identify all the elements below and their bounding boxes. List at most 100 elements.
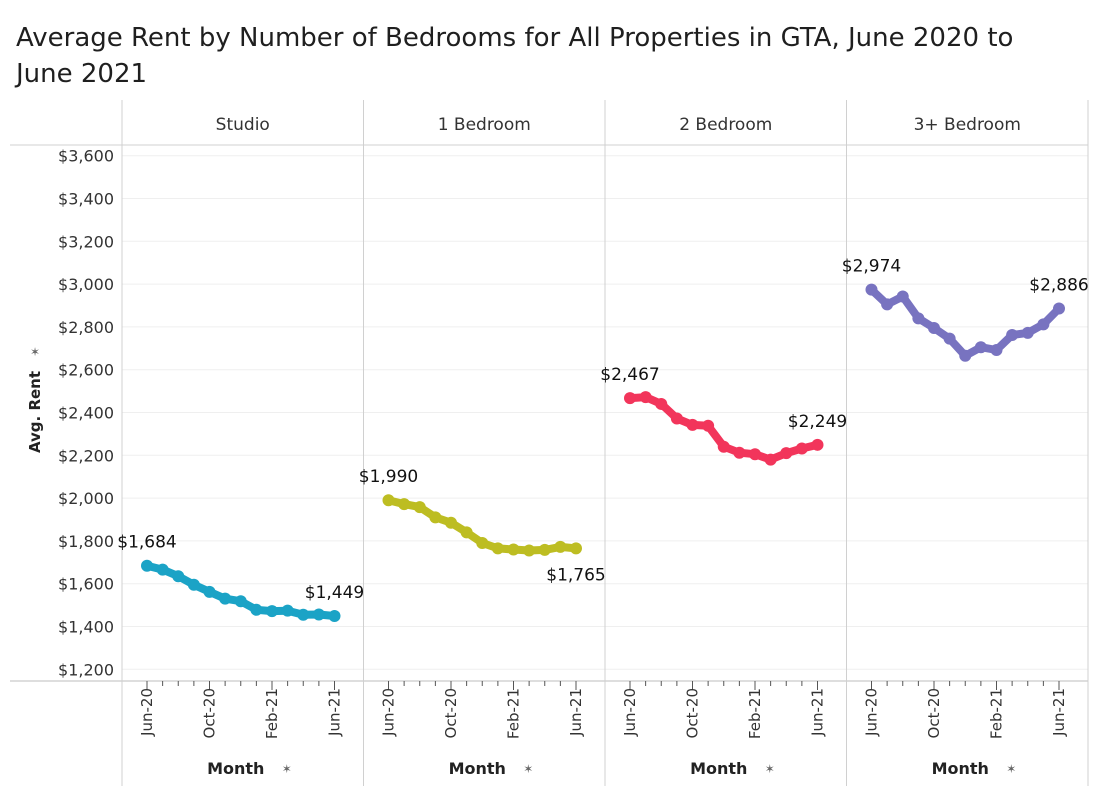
data-point (1037, 318, 1050, 331)
pin-icon: ✶ (523, 762, 533, 776)
data-point (1021, 326, 1034, 339)
data-point (312, 608, 325, 621)
data-point (141, 559, 153, 572)
data-point (203, 585, 216, 598)
data-label: $1,449 (305, 583, 364, 603)
y-tick-label: $1,800 (58, 532, 114, 551)
x-axis-label: Month (207, 759, 264, 778)
data-label: $1,684 (117, 533, 176, 553)
data-point (234, 595, 247, 608)
data-label: $2,974 (842, 257, 901, 277)
y-tick-label: $2,800 (58, 318, 114, 337)
data-point (476, 537, 489, 550)
data-point (928, 321, 940, 334)
y-tick-label: $1,200 (58, 660, 114, 679)
x-axis-label: Month (932, 759, 989, 778)
data-point (764, 453, 777, 466)
data-point (1053, 302, 1065, 315)
data-point (624, 392, 636, 405)
y-tick-label: $2,400 (58, 404, 114, 423)
pin-icon: ✶ (30, 345, 40, 359)
data-point (780, 447, 793, 460)
data-point (717, 440, 730, 453)
y-tick-label: $3,600 (58, 147, 114, 166)
data-label: $1,765 (546, 565, 605, 585)
data-point (491, 542, 504, 555)
data-point (328, 610, 341, 623)
data-point (523, 544, 536, 557)
data-label: $2,886 (1029, 275, 1088, 295)
data-point (686, 418, 699, 431)
data-point (570, 542, 582, 555)
data-point (990, 344, 1003, 357)
y-tick-label: $3,200 (58, 232, 114, 251)
data-point (250, 603, 263, 616)
x-tick-label: Oct-20 (684, 688, 702, 738)
x-tick-label: Jun-21 (809, 688, 827, 737)
data-point (702, 419, 715, 432)
chart-title: Average Rent by Number of Bedrooms for A… (16, 23, 1014, 89)
y-tick-label: $2,000 (58, 489, 114, 508)
data-point (266, 605, 278, 618)
data-point (749, 448, 761, 461)
pin-icon: ✶ (765, 762, 775, 776)
data-point (655, 397, 668, 410)
data-label: $2,467 (600, 365, 659, 385)
pin-icon: ✶ (282, 762, 292, 776)
x-tick-label: Jun-20 (621, 688, 639, 737)
x-tick-label: Jun-20 (863, 688, 881, 737)
data-point (639, 391, 652, 404)
panel-title: 3+ Bedroom (914, 115, 1021, 135)
data-point (538, 543, 551, 556)
data-point (865, 283, 878, 296)
data-point (398, 498, 411, 511)
panel-title: Studio (216, 115, 270, 135)
data-point (896, 290, 909, 303)
x-axis-label: Month (449, 759, 506, 778)
data-point (959, 349, 972, 362)
data-point (445, 516, 457, 529)
x-tick-label: Jun-21 (567, 688, 585, 737)
data-point (297, 608, 310, 621)
data-label: $2,249 (788, 412, 847, 432)
panel-title: 1 Bedroom (438, 115, 531, 135)
x-tick-label: Jun-21 (326, 688, 344, 737)
data-point (281, 604, 294, 617)
data-point (187, 578, 200, 591)
x-tick-label: Oct-20 (925, 688, 943, 738)
data-point (974, 341, 987, 354)
x-tick-label: Jun-21 (1050, 688, 1068, 737)
data-point (172, 570, 185, 583)
y-tick-label: $3,000 (58, 275, 114, 294)
data-point (881, 298, 894, 311)
y-tick-label: $1,600 (58, 575, 114, 594)
x-tick-label: Feb-21 (746, 688, 764, 739)
data-point (460, 526, 473, 539)
data-point (1006, 329, 1019, 342)
y-tick-label: $3,400 (58, 190, 114, 209)
data-point (912, 312, 925, 325)
data-point (670, 412, 683, 425)
data-point (554, 540, 567, 553)
data-label: $1,990 (359, 467, 418, 487)
y-tick-label: $2,600 (58, 361, 114, 380)
panel-title: 2 Bedroom (679, 115, 772, 135)
data-point (413, 501, 426, 514)
x-tick-label: Feb-21 (988, 688, 1006, 739)
x-tick-label: Jun-20 (380, 688, 398, 737)
data-point (382, 494, 395, 507)
data-point (219, 592, 232, 605)
x-tick-label: Oct-20 (201, 688, 219, 738)
x-axis-label: Month (690, 759, 747, 778)
x-tick-label: Feb-21 (505, 688, 523, 739)
x-tick-label: Feb-21 (263, 688, 281, 739)
y-tick-label: $1,400 (58, 618, 114, 637)
data-point (733, 446, 746, 459)
data-point (795, 442, 808, 455)
x-tick-label: Oct-20 (442, 688, 460, 738)
data-point (943, 332, 956, 345)
data-point (507, 543, 520, 556)
y-axis-label: Avg. Rent (26, 371, 44, 453)
y-tick-label: $2,200 (58, 446, 114, 465)
